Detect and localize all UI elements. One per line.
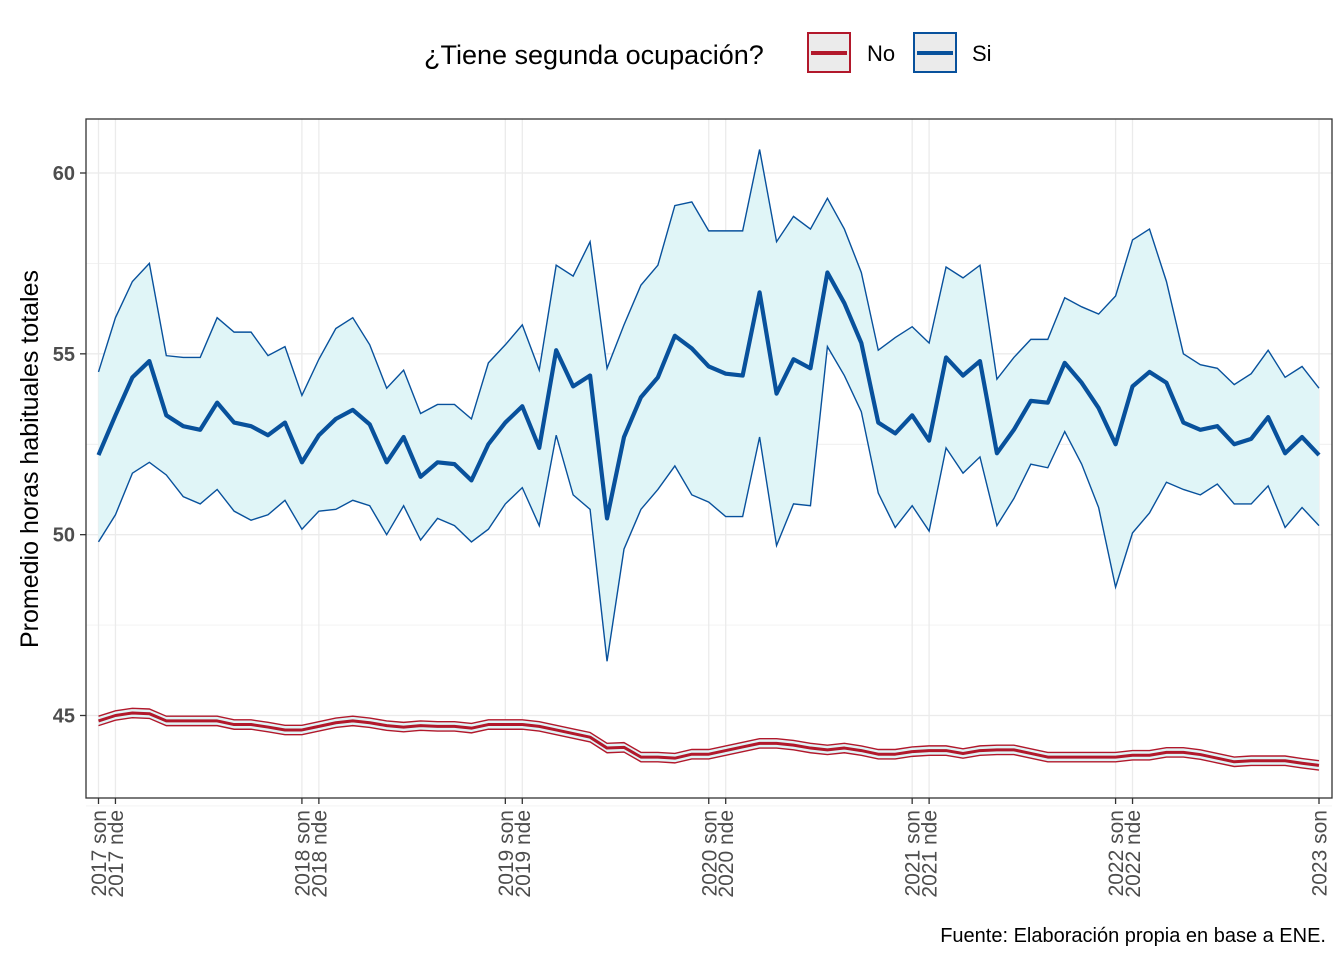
caption: Fuente: Elaboración propia en base a ENE… bbox=[940, 925, 1326, 947]
x-tick-label: 2021 nde bbox=[919, 810, 942, 898]
legend-label-no: No bbox=[867, 41, 895, 66]
x-tick-label: 2018 son bbox=[291, 810, 314, 896]
series-lines bbox=[96, 149, 1321, 771]
x-tick-label: 2017 nde bbox=[105, 810, 128, 898]
x-tick-label: 2022 son bbox=[1105, 810, 1128, 896]
y-tick-label: 60 bbox=[53, 163, 75, 185]
x-tick-label: 2019 nde bbox=[512, 810, 535, 898]
ribbon-no bbox=[98, 708, 1319, 771]
upper-bound-si bbox=[97, 149, 1320, 421]
series-line-no bbox=[98, 711, 1320, 767]
legend: ¿Tiene segunda ocupación? No Si bbox=[424, 32, 992, 73]
lower-bound-no bbox=[98, 716, 1320, 771]
y-tick-label: 45 bbox=[53, 706, 75, 728]
x-tick-label: 2020 nde bbox=[715, 810, 738, 898]
x-tick-label: 2017 son bbox=[88, 810, 111, 896]
x-tick-label: 2019 son bbox=[495, 810, 518, 896]
x-tick-label: 2021 son bbox=[902, 810, 925, 896]
y-tick-label: 50 bbox=[53, 525, 75, 547]
y-tick-label: 55 bbox=[53, 344, 75, 366]
y-axis: 45 50 55 60 bbox=[53, 163, 86, 728]
lower-bound-si bbox=[97, 344, 1320, 662]
legend-label-si: Si bbox=[972, 41, 992, 66]
y-axis-title: Promedio horas habituales totales bbox=[16, 270, 44, 648]
x-tick-label: 2023 son bbox=[1309, 810, 1332, 896]
legend-title: ¿Tiene segunda ocupación? bbox=[424, 40, 764, 70]
x-tick-label: 2022 nde bbox=[1122, 810, 1145, 898]
upper-bound-no bbox=[98, 707, 1320, 762]
ribbon-si bbox=[98, 149, 1319, 662]
series-line-si bbox=[96, 270, 1321, 521]
x-tick-label: 2018 nde bbox=[308, 810, 331, 898]
ribbons bbox=[98, 149, 1319, 771]
x-tick-label: 2020 son bbox=[698, 810, 721, 896]
